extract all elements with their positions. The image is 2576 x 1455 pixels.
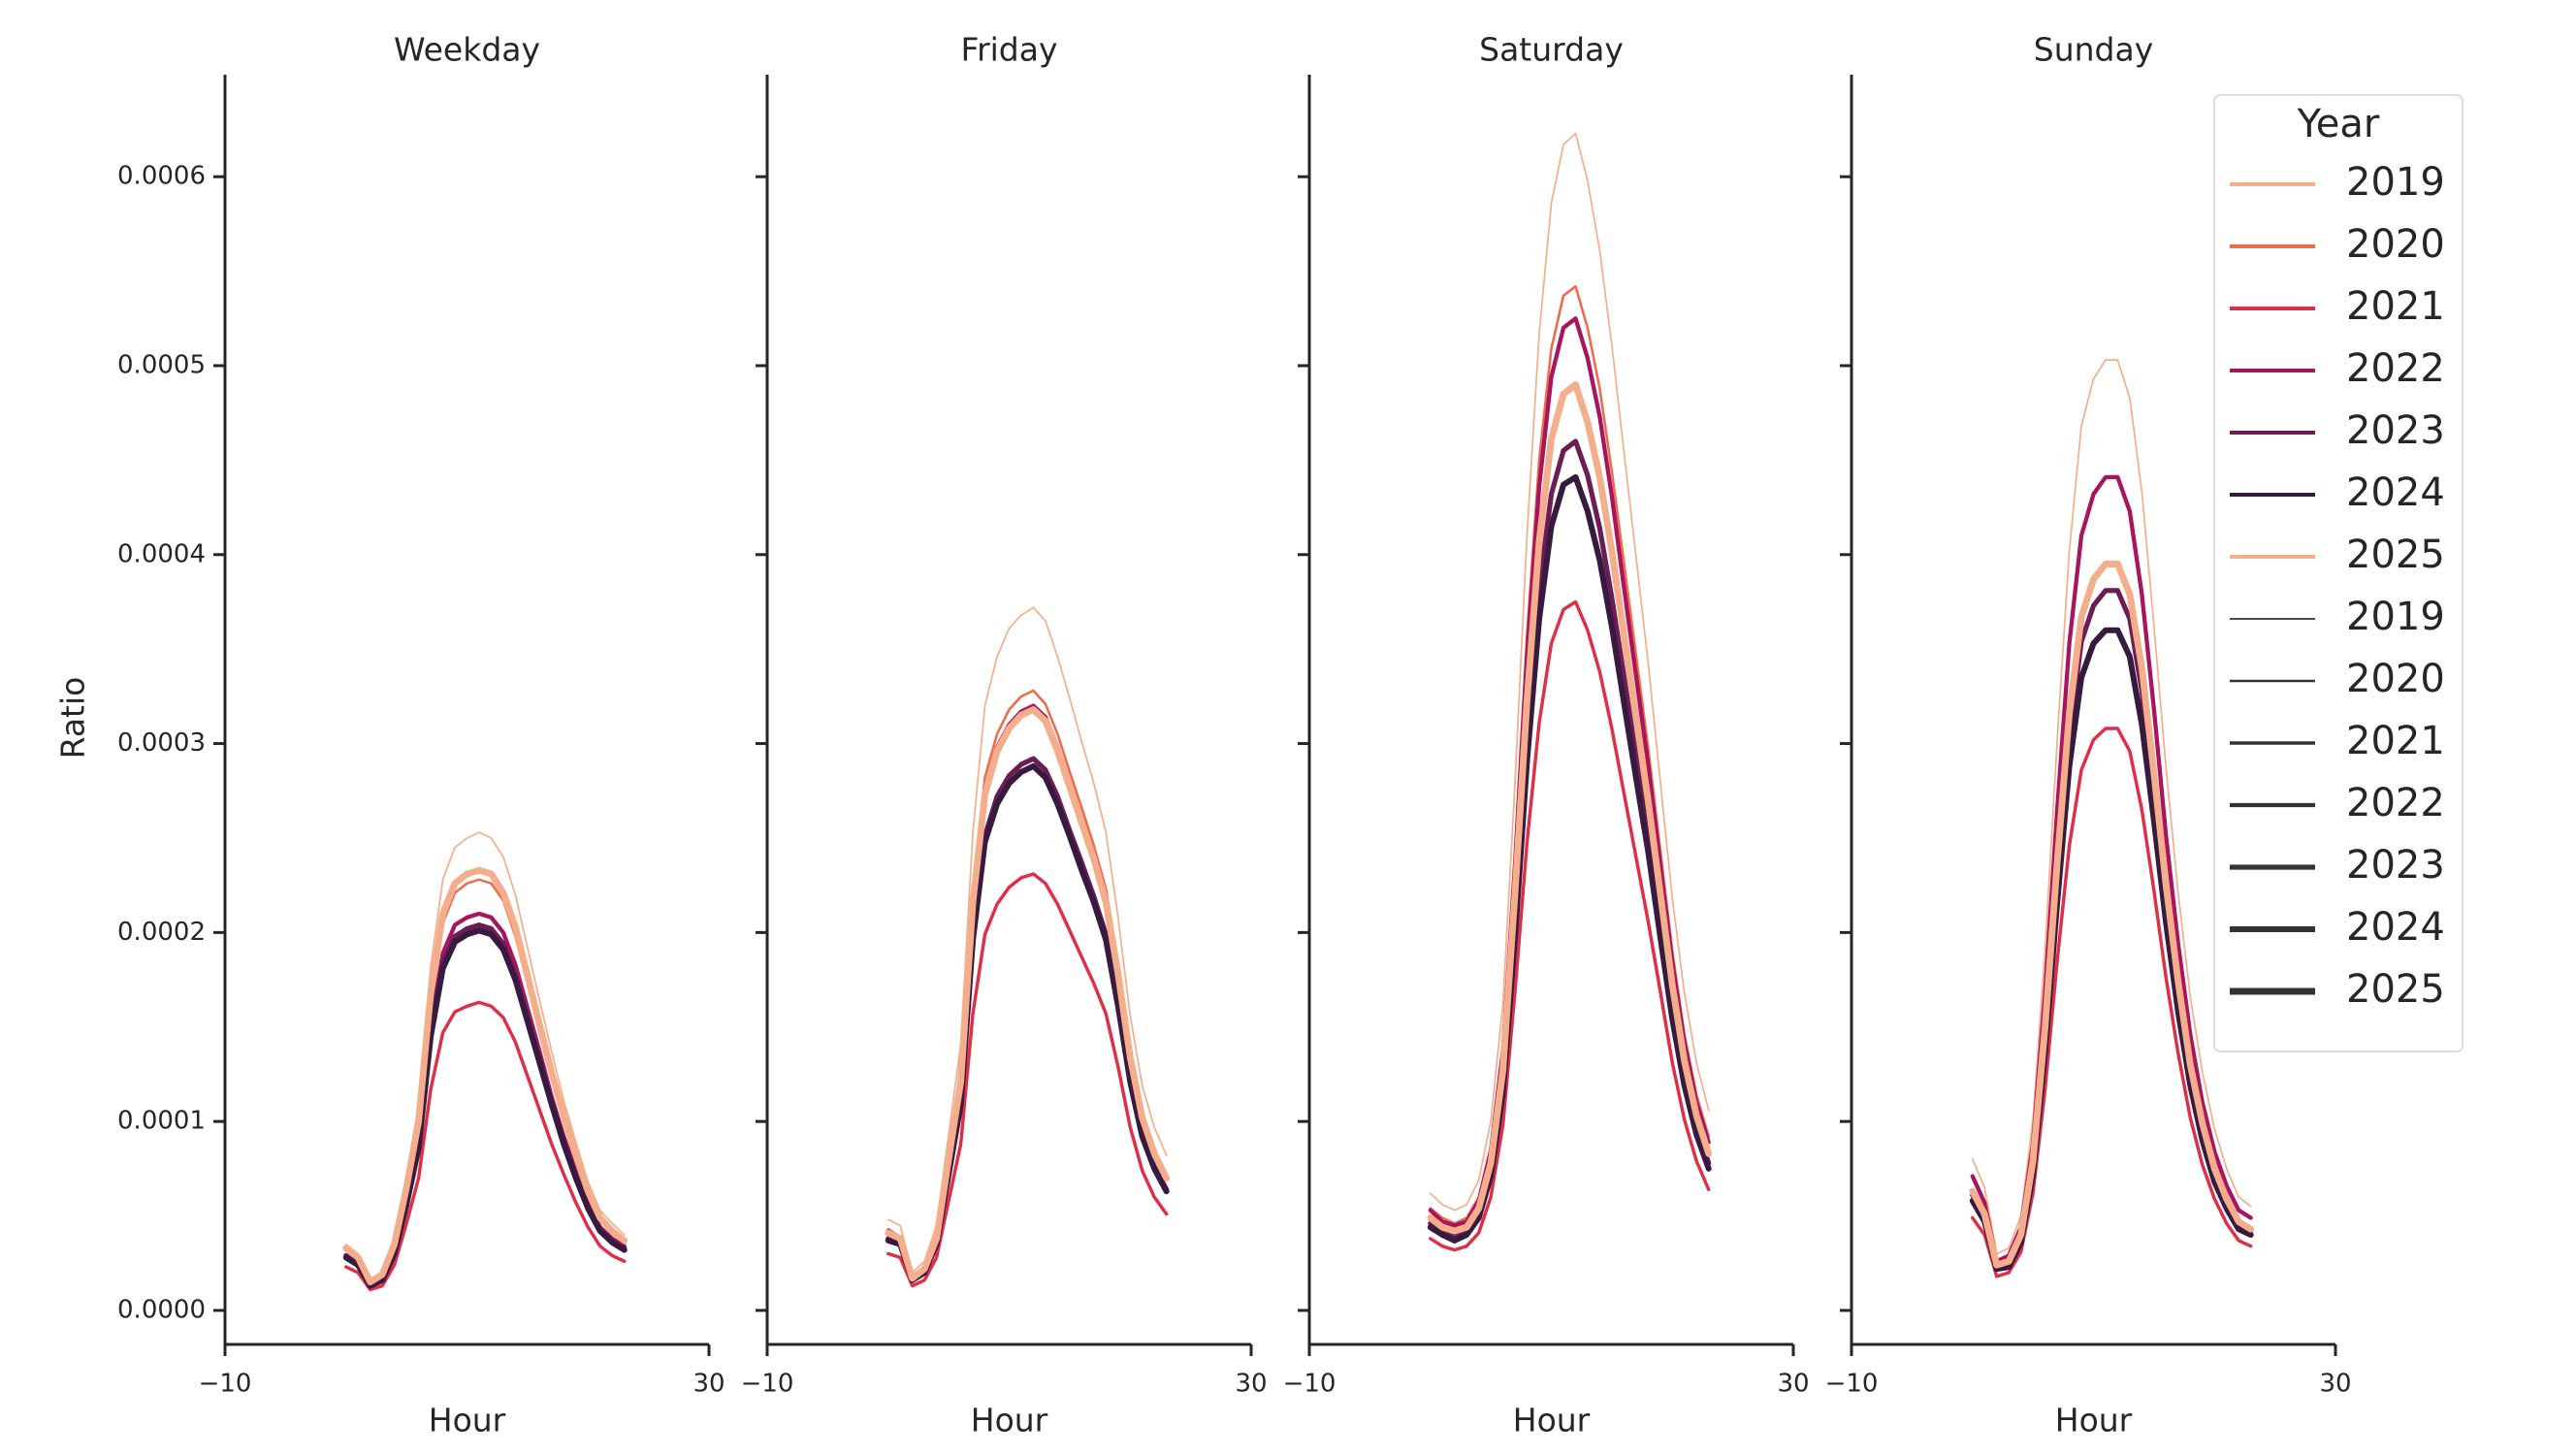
legend-label: 2019 xyxy=(2346,160,2445,205)
series-line xyxy=(1969,627,2254,1273)
legend-label: 2020 xyxy=(2346,222,2445,267)
panel: Saturday −10 30 Hour xyxy=(1283,31,1810,1439)
x-tick-label: −10 xyxy=(1825,1370,1879,1399)
y-tick-label: 0.0005 xyxy=(117,350,206,379)
panel-title: Weekday xyxy=(394,31,540,69)
x-axis-label: Hour xyxy=(429,1402,506,1439)
legend-label: 2022 xyxy=(2346,346,2445,391)
legend-size-label: 2024 xyxy=(2346,905,2445,950)
series-line xyxy=(1971,727,2253,1278)
series-line xyxy=(1429,284,1710,1225)
panel-title: Saturday xyxy=(1479,31,1624,69)
legend-size-label: 2023 xyxy=(2346,843,2445,888)
series-line xyxy=(1428,316,1711,1228)
x-tick-label: −10 xyxy=(199,1370,252,1399)
panel-title: Friday xyxy=(960,31,1057,69)
y-tick-label: 0.0000 xyxy=(117,1295,206,1324)
legend-label: 2024 xyxy=(2346,470,2445,515)
x-tick-label: 30 xyxy=(1777,1370,1809,1399)
legend-size-label: 2025 xyxy=(2346,967,2445,1012)
y-tick-label: 0.0006 xyxy=(117,162,206,191)
x-axis-label: Hour xyxy=(1513,1402,1591,1439)
x-axis-label: Hour xyxy=(2055,1402,2133,1439)
x-tick-label: 30 xyxy=(2319,1370,2351,1399)
y-tick-label: 0.0002 xyxy=(117,918,206,947)
legend-label: 2025 xyxy=(2346,533,2445,577)
series-line xyxy=(1969,561,2255,1269)
legend-label: 2023 xyxy=(2346,408,2445,453)
legend-label: 2021 xyxy=(2346,284,2445,329)
series-line xyxy=(1427,381,1713,1235)
series-line xyxy=(885,706,1171,1282)
series-line xyxy=(886,703,1169,1279)
series-line xyxy=(1971,359,2252,1255)
panel: Friday −10 30 Hour xyxy=(741,31,1268,1439)
series-line xyxy=(342,927,628,1289)
legend-title: Year xyxy=(2297,102,2380,146)
series-line xyxy=(886,872,1169,1288)
x-tick-label: 30 xyxy=(1235,1370,1267,1399)
y-tick-label: 0.0004 xyxy=(117,539,206,568)
panel-title: Sunday xyxy=(2034,31,2153,69)
x-tick-label: −10 xyxy=(1283,1370,1336,1399)
y-tick-label: 0.0001 xyxy=(117,1107,206,1136)
series-line xyxy=(344,1000,627,1292)
legend-size-label: 2022 xyxy=(2346,781,2445,825)
y-tick-label: 0.0003 xyxy=(117,728,206,758)
series-line xyxy=(344,878,626,1283)
series-line xyxy=(1429,132,1710,1212)
series-line xyxy=(1429,599,1711,1252)
x-tick-label: 30 xyxy=(692,1370,724,1399)
legend-size-label: 2021 xyxy=(2346,719,2445,763)
x-axis-label: Hour xyxy=(971,1402,1048,1439)
panel: Sunday −10 30 Hour xyxy=(1825,31,2352,1439)
series-line xyxy=(1427,473,1712,1244)
legend: Year 2019 2020 2021 2022 2023 2024 2025 2019 2020… xyxy=(2213,94,2463,1052)
legend-size-label: 2019 xyxy=(2346,595,2445,639)
x-tick-label: −10 xyxy=(741,1370,794,1399)
series-line xyxy=(886,689,1168,1278)
series-line xyxy=(343,922,628,1289)
panel: Weekday 0.0000 0.0001 0.0002 0.0003 0.0004 0.0… xyxy=(54,31,725,1439)
series-line xyxy=(342,866,628,1286)
legend-size-label: 2020 xyxy=(2346,657,2445,701)
y-axis-label: Ratio xyxy=(54,677,92,760)
series-line xyxy=(343,911,627,1286)
legend-box xyxy=(2213,94,2463,1052)
